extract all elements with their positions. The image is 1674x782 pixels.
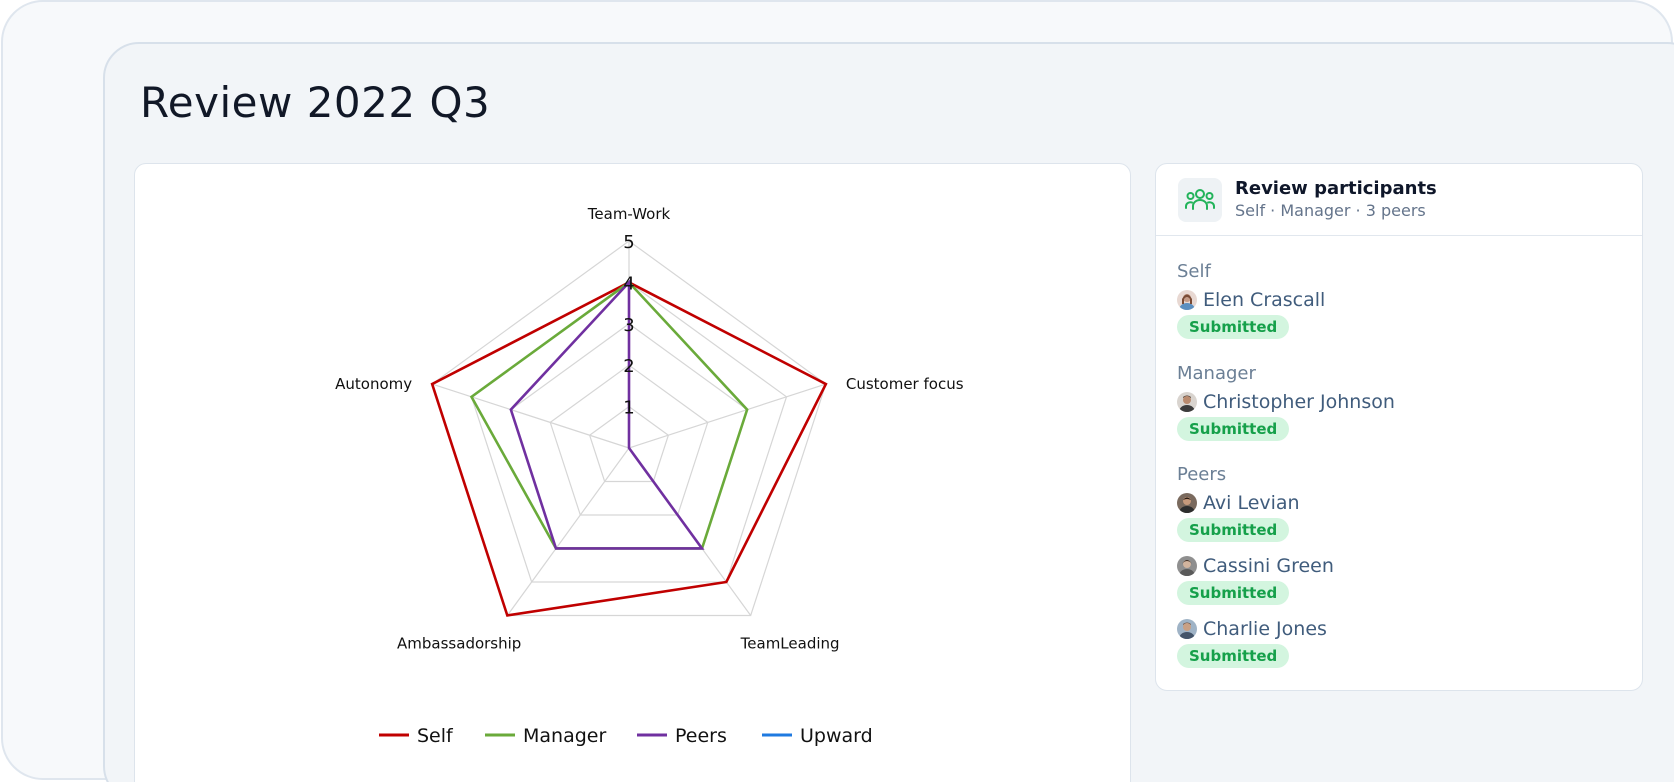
legend-label: Peers	[675, 725, 727, 747]
participants-card: Review participants Self · Manager · 3 p…	[1155, 163, 1643, 691]
participants-title: Review participants	[1235, 178, 1437, 199]
status-badge: Submitted	[1177, 315, 1290, 339]
grid-spoke	[431, 383, 630, 449]
avatar	[1177, 556, 1197, 576]
participant-name: Christopher Johnson	[1203, 391, 1395, 413]
legend-label: Manager	[523, 725, 606, 747]
participant-name: Charlie Jones	[1203, 618, 1327, 640]
participant-elen-crascall[interactable]: Elen Crascall	[1177, 288, 1325, 312]
grid-ring	[549, 364, 709, 516]
axis-label: Autonomy	[335, 375, 412, 393]
axis-label: Customer focus	[846, 375, 964, 393]
users-icon	[1178, 178, 1222, 222]
radar-chart-card: 1 2 3 4 5 Team-Work Customer focus TeamLeading A…	[134, 163, 1131, 782]
participants-header: Review participants Self · Manager · 3 p…	[1156, 164, 1642, 236]
legend-label: Self	[417, 725, 454, 747]
participant-charlie-jones[interactable]: Charlie Jones	[1177, 617, 1327, 641]
participant-cassini-green[interactable]: Cassini Green	[1177, 554, 1334, 578]
legend-label: Upward	[800, 725, 873, 747]
status-badge: Submitted	[1177, 644, 1290, 668]
participants-subtitle: Self · Manager · 3 peers	[1235, 201, 1426, 220]
tick-label: 5	[623, 232, 634, 253]
page-title: Review 2022 Q3	[140, 78, 491, 127]
group-label-peers: Peers	[1177, 464, 1227, 485]
series-self	[430, 280, 828, 617]
grid-spoke	[628, 383, 827, 449]
avatar	[1177, 392, 1197, 412]
status-badge: Submitted	[1177, 417, 1290, 441]
axis-label: Ambassadorship	[397, 634, 521, 652]
avatar	[1177, 619, 1197, 639]
avatar	[1177, 290, 1197, 310]
group-label-manager: Manager	[1177, 363, 1256, 384]
status-badge: Submitted	[1177, 581, 1290, 605]
participant-christopher-johnson[interactable]: Christopher Johnson	[1177, 390, 1395, 414]
avatar	[1177, 493, 1197, 513]
axis-label: TeamLeading	[740, 634, 840, 652]
status-badge: Submitted	[1177, 518, 1290, 542]
participant-avi-levian[interactable]: Avi Levian	[1177, 491, 1300, 515]
group-label-self: Self	[1177, 261, 1211, 282]
radar-chart: 1 2 3 4 5 Team-Work Customer focus TeamLeading A…	[335, 205, 964, 747]
participant-name: Cassini Green	[1203, 555, 1334, 577]
grid-ring	[588, 405, 670, 483]
tick-label: 4	[623, 273, 634, 294]
grid-ring	[431, 240, 827, 617]
axis-label: Team-Work	[587, 205, 671, 223]
tick-label: 1	[623, 398, 634, 419]
participant-name: Elen Crascall	[1203, 289, 1326, 311]
participant-name: Avi Levian	[1203, 492, 1300, 514]
series-peers	[509, 279, 705, 550]
grid-spoke	[506, 447, 630, 616]
tick-label: 3	[623, 315, 634, 336]
tick-label: 2	[623, 356, 634, 377]
